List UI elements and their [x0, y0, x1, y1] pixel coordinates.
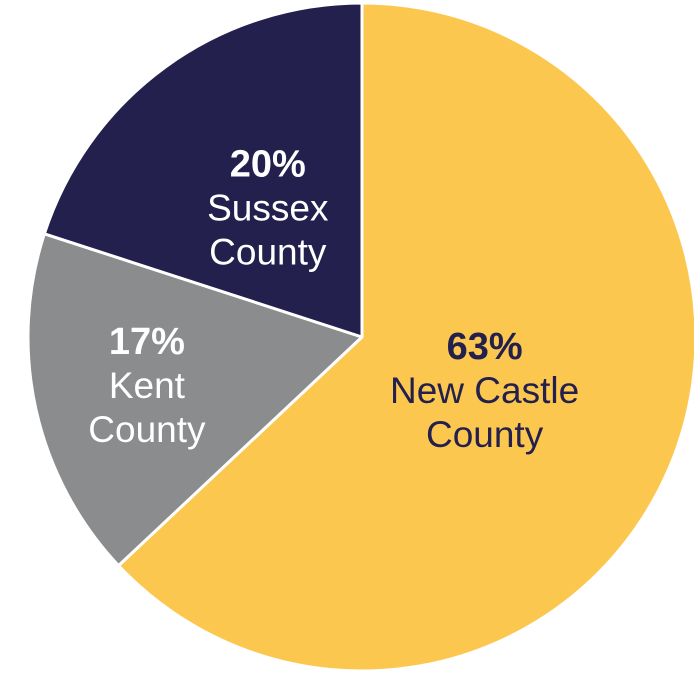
pie-slice-3 — [42, 1, 364, 339]
pie-slices — [26, 1, 694, 673]
slice-name-label: Kent — [109, 365, 186, 406]
slice-percent-label: 63% — [447, 326, 523, 368]
pie-slice-1 — [117, 1, 694, 673]
pie-slice-2 — [26, 232, 364, 568]
slice-percent-label: 17% — [109, 321, 185, 363]
pie-labels: 63%New CastleCounty17%KentCounty20%Susse… — [88, 143, 579, 455]
slice-name-label: County — [88, 409, 206, 450]
slice-name-label: Sussex — [207, 187, 329, 228]
slice-name-label: New Castle — [390, 370, 579, 411]
slice-name-label: County — [209, 231, 327, 272]
slice-percent-label: 20% — [230, 143, 306, 185]
slice-name-label: County — [426, 414, 544, 455]
